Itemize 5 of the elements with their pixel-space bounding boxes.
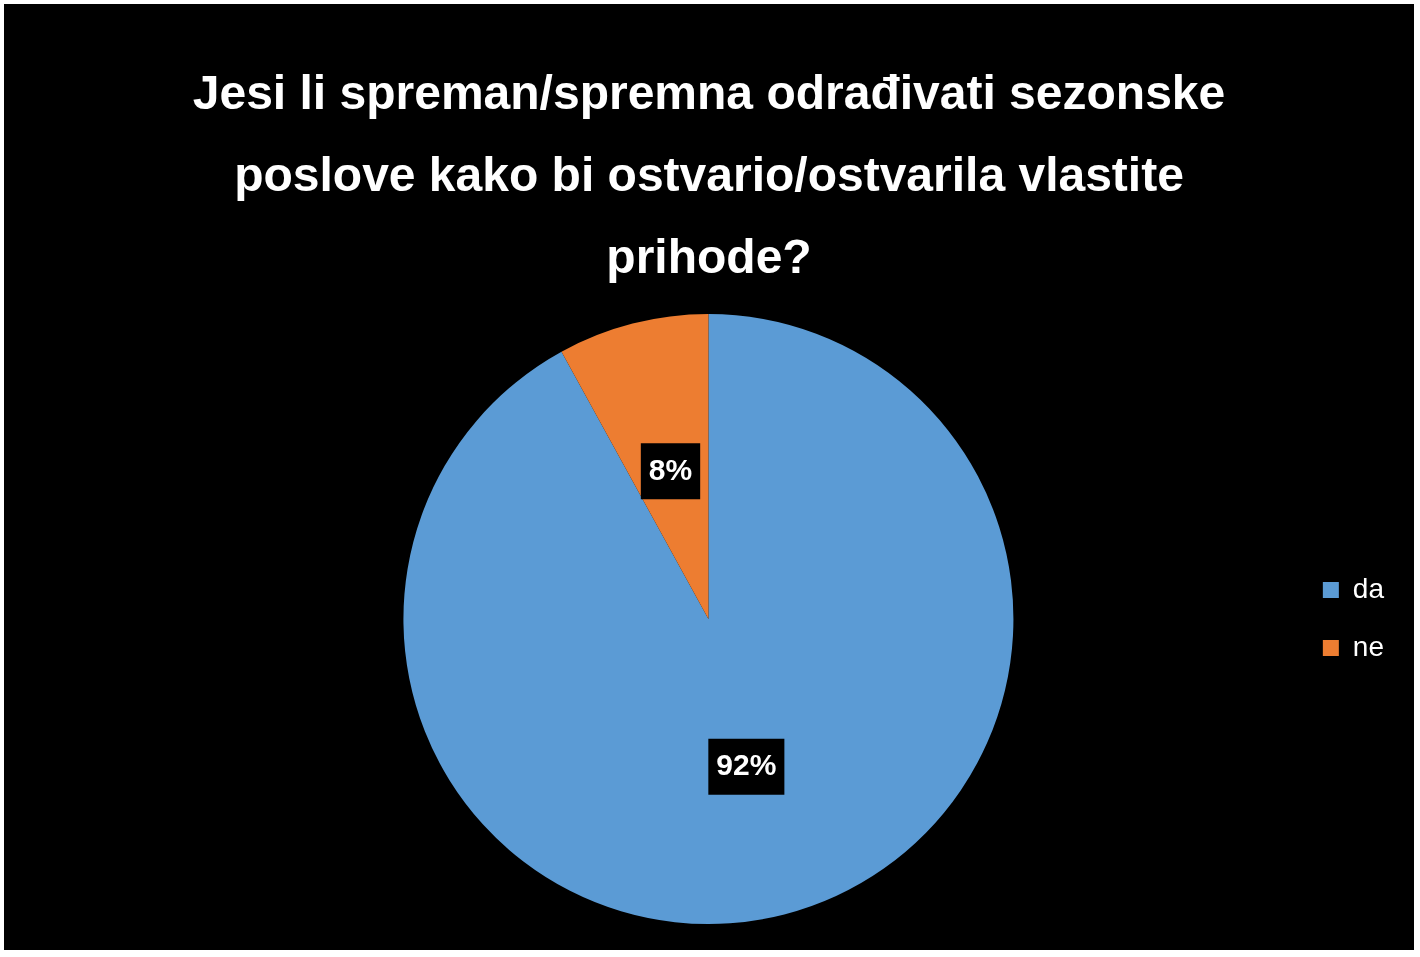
chart-title: Jesi li spreman/spremna odrađivati sezonske poslove kako bi ostvario/ostvarila vlastite prihode? <box>191 65 1227 285</box>
data-label: 92% <box>716 747 777 781</box>
legend-label: ne <box>1352 630 1385 662</box>
data-label: 8% <box>648 452 693 486</box>
legend-label: da <box>1352 572 1385 604</box>
